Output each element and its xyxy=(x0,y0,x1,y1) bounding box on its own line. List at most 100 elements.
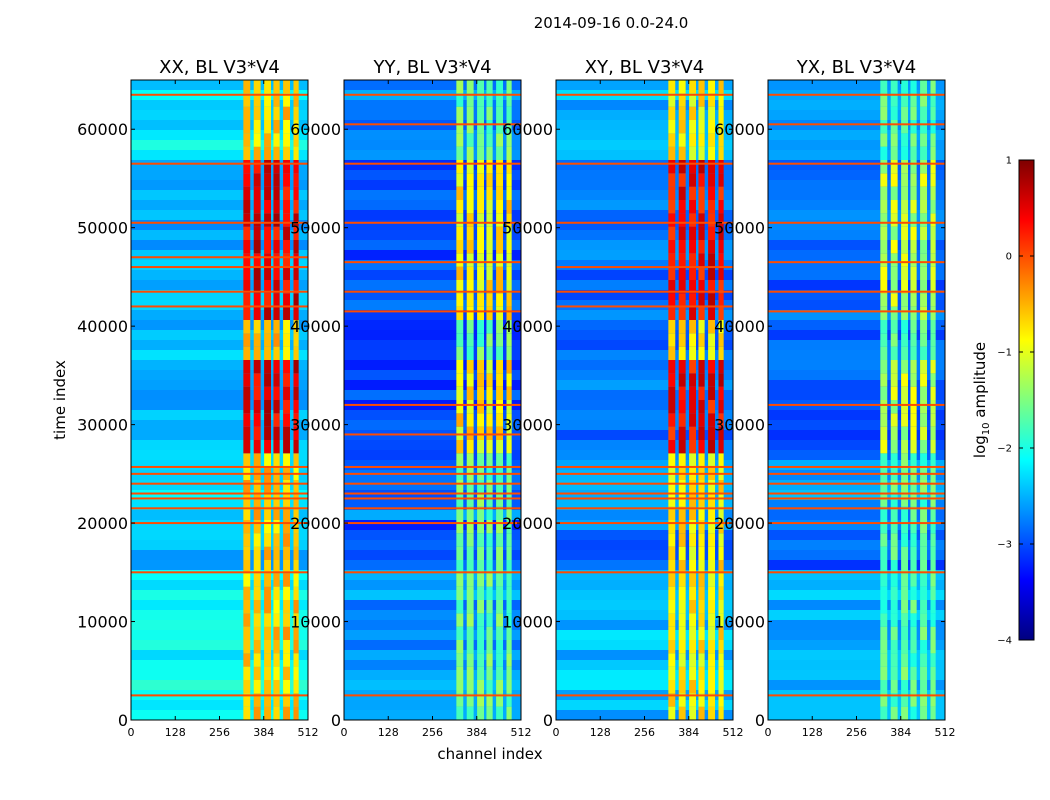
signal-cell xyxy=(890,280,898,294)
signal-cell xyxy=(506,653,512,667)
signal-cell xyxy=(264,413,272,427)
heatmap-band xyxy=(344,100,521,110)
signal-cell xyxy=(264,293,272,307)
heatmap-band xyxy=(344,500,521,510)
signal-cell xyxy=(506,520,512,534)
signal-cell xyxy=(880,173,888,187)
signal-cell xyxy=(456,426,464,440)
signal-cell xyxy=(910,480,917,494)
heatmap-band xyxy=(131,380,308,390)
signal-cell xyxy=(243,600,251,614)
signal-cell xyxy=(890,373,898,387)
signal-cell xyxy=(930,200,936,214)
heatmap-band xyxy=(131,180,308,190)
signal-cell xyxy=(456,373,464,387)
signal-cell xyxy=(293,266,299,280)
y-tick-label: 20000 xyxy=(714,514,765,533)
signal-cell xyxy=(880,613,888,627)
signal-cell xyxy=(273,80,280,94)
heatmap-band xyxy=(344,650,521,660)
signal-cell xyxy=(506,160,512,174)
signal-cell xyxy=(496,93,504,107)
signal-cell xyxy=(293,360,299,374)
signal-cell xyxy=(718,693,724,707)
signal-cell xyxy=(264,533,272,547)
signal-cell xyxy=(708,666,716,680)
signal-cell xyxy=(273,160,280,174)
signal-cell xyxy=(456,106,464,120)
heatmap-band xyxy=(131,340,308,350)
signal-cell xyxy=(689,146,697,160)
rfi-row xyxy=(556,571,733,574)
signal-cell xyxy=(506,320,512,334)
signal-cell xyxy=(678,266,686,280)
signal-cell xyxy=(486,453,493,467)
heatmap-band xyxy=(556,430,733,440)
signal-cell xyxy=(689,453,697,467)
signal-cell xyxy=(910,106,917,120)
heatmap-band xyxy=(768,290,945,300)
signal-cell xyxy=(708,213,716,227)
signal-cell xyxy=(243,453,251,467)
heatmap-band xyxy=(131,330,308,340)
signal-cell xyxy=(466,400,474,414)
signal-cell xyxy=(283,213,291,227)
signal-cell xyxy=(910,600,917,614)
heatmap-band xyxy=(768,570,945,580)
signal-cell xyxy=(668,706,676,720)
heatmap-band xyxy=(344,520,521,530)
signal-cell xyxy=(293,506,299,520)
signal-cell xyxy=(486,213,493,227)
signal-cell xyxy=(890,306,898,320)
heatmap-band xyxy=(768,200,945,210)
signal-cell xyxy=(910,666,917,680)
heatmap-band xyxy=(768,650,945,660)
x-tick-label: 256 xyxy=(422,726,443,739)
signal-cell xyxy=(243,586,251,600)
signal-cell xyxy=(678,133,686,147)
signal-cell xyxy=(678,666,686,680)
signal-cell xyxy=(273,360,280,374)
signal-cell xyxy=(243,626,251,640)
signal-cell xyxy=(264,93,272,107)
heatmap-band xyxy=(131,260,308,270)
signal-cell xyxy=(708,706,716,720)
signal-cell xyxy=(910,533,917,547)
signal-cell xyxy=(283,280,291,294)
signal-cell xyxy=(264,520,272,534)
signal-cell xyxy=(668,453,676,467)
signal-cell xyxy=(496,360,504,374)
signal-cell xyxy=(890,333,898,347)
signal-cell xyxy=(273,533,280,547)
signal-cell xyxy=(708,560,716,574)
signal-cell xyxy=(477,640,485,654)
signal-cell xyxy=(880,400,888,414)
heatmap-panel-1: XX, BL V3*V40 128 256 384 512010000200003000… xyxy=(77,57,318,739)
signal-cell xyxy=(486,386,493,400)
signal-cell xyxy=(253,640,261,654)
signal-cell xyxy=(880,560,888,574)
signal-cell xyxy=(477,346,485,360)
y-tick-label: 10000 xyxy=(714,613,765,632)
heatmap-band xyxy=(768,560,945,570)
signal-cell xyxy=(890,226,898,240)
signal-cell xyxy=(689,426,697,440)
signal-cell xyxy=(466,173,474,187)
signal-cell xyxy=(708,266,716,280)
signal-cell xyxy=(477,440,485,454)
signal-cell xyxy=(477,426,485,440)
signal-cell xyxy=(293,253,299,267)
signal-cell xyxy=(477,680,485,694)
signal-cell xyxy=(708,453,716,467)
signal-cell xyxy=(890,480,898,494)
rfi-row xyxy=(131,694,308,697)
signal-cell xyxy=(920,546,928,560)
heatmap-cells xyxy=(768,80,945,720)
colorbar-gradient xyxy=(1018,159,1035,641)
signal-cell xyxy=(678,680,686,694)
signal-cell xyxy=(466,453,474,467)
signal-cell xyxy=(243,520,251,534)
signal-cell xyxy=(708,386,716,400)
heatmap-band xyxy=(556,170,733,180)
x-tick-label: 512 xyxy=(935,726,956,739)
